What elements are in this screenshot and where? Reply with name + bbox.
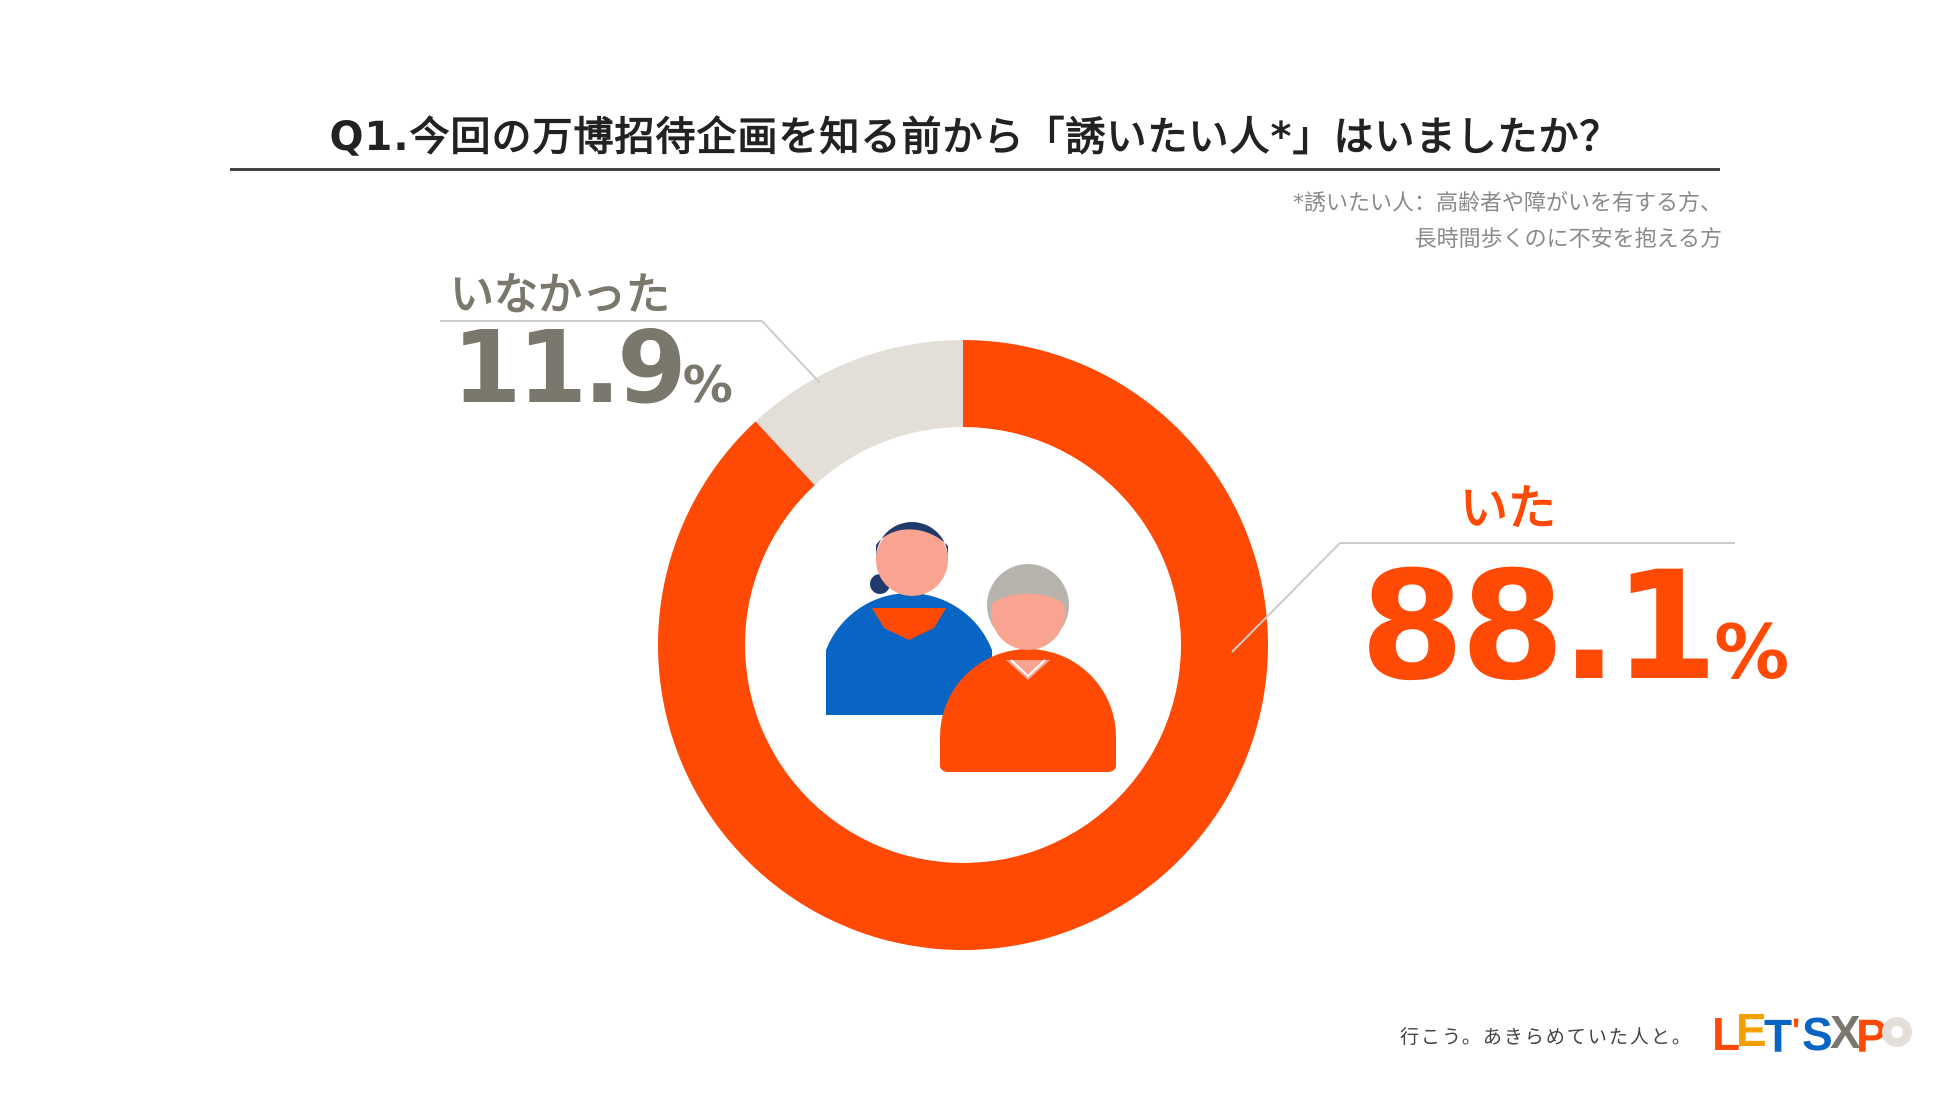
- value-label-no: 11.9%: [452, 318, 733, 435]
- logo-letter-p: P: [1856, 1010, 1887, 1062]
- footnote: *誘いたい人：高齢者や障がいを有する方、 長時間歩くのに不安を抱える方: [1293, 186, 1722, 258]
- logo-letter-apos: ': [1792, 1012, 1800, 1050]
- logo-letter-l: L: [1712, 1008, 1740, 1060]
- logo-letter-t: T: [1764, 1010, 1792, 1062]
- chart-title: Q1.今回の万博招待企画を知る前から「誘いたい人*」はいましたか？: [329, 114, 1621, 160]
- donut-slice-no: [755, 340, 963, 486]
- two-people-icon: [826, 522, 1116, 773]
- logo-letter-s: S: [1802, 1008, 1833, 1060]
- value-no: 11.9: [452, 309, 687, 426]
- leader-line-yes-diag: [1231, 542, 1341, 653]
- label-no: いなかった: [450, 269, 670, 320]
- unit-yes: %: [1714, 608, 1790, 696]
- unit-no: %: [682, 356, 733, 414]
- logo-letter-x: X: [1830, 1006, 1861, 1058]
- lets-expo-logo: L E T ' S X P: [1712, 1004, 1912, 1062]
- value-yes: 88.1: [1360, 540, 1718, 714]
- label-yes: いた: [1460, 480, 1557, 536]
- logo-letter-e: E: [1736, 1004, 1767, 1056]
- footnote-line-2: 長時間歩くのに不安を抱える方: [1414, 227, 1722, 252]
- title-underline: [230, 168, 1720, 171]
- footnote-line-1: *誘いたい人：高齢者や障がいを有する方、: [1292, 191, 1722, 216]
- value-label-yes: 88.1%: [1360, 552, 1789, 727]
- footer-tagline: 行こう。あきらめていた人と。: [1400, 1026, 1693, 1048]
- leader-line-no-diag: [761, 320, 821, 384]
